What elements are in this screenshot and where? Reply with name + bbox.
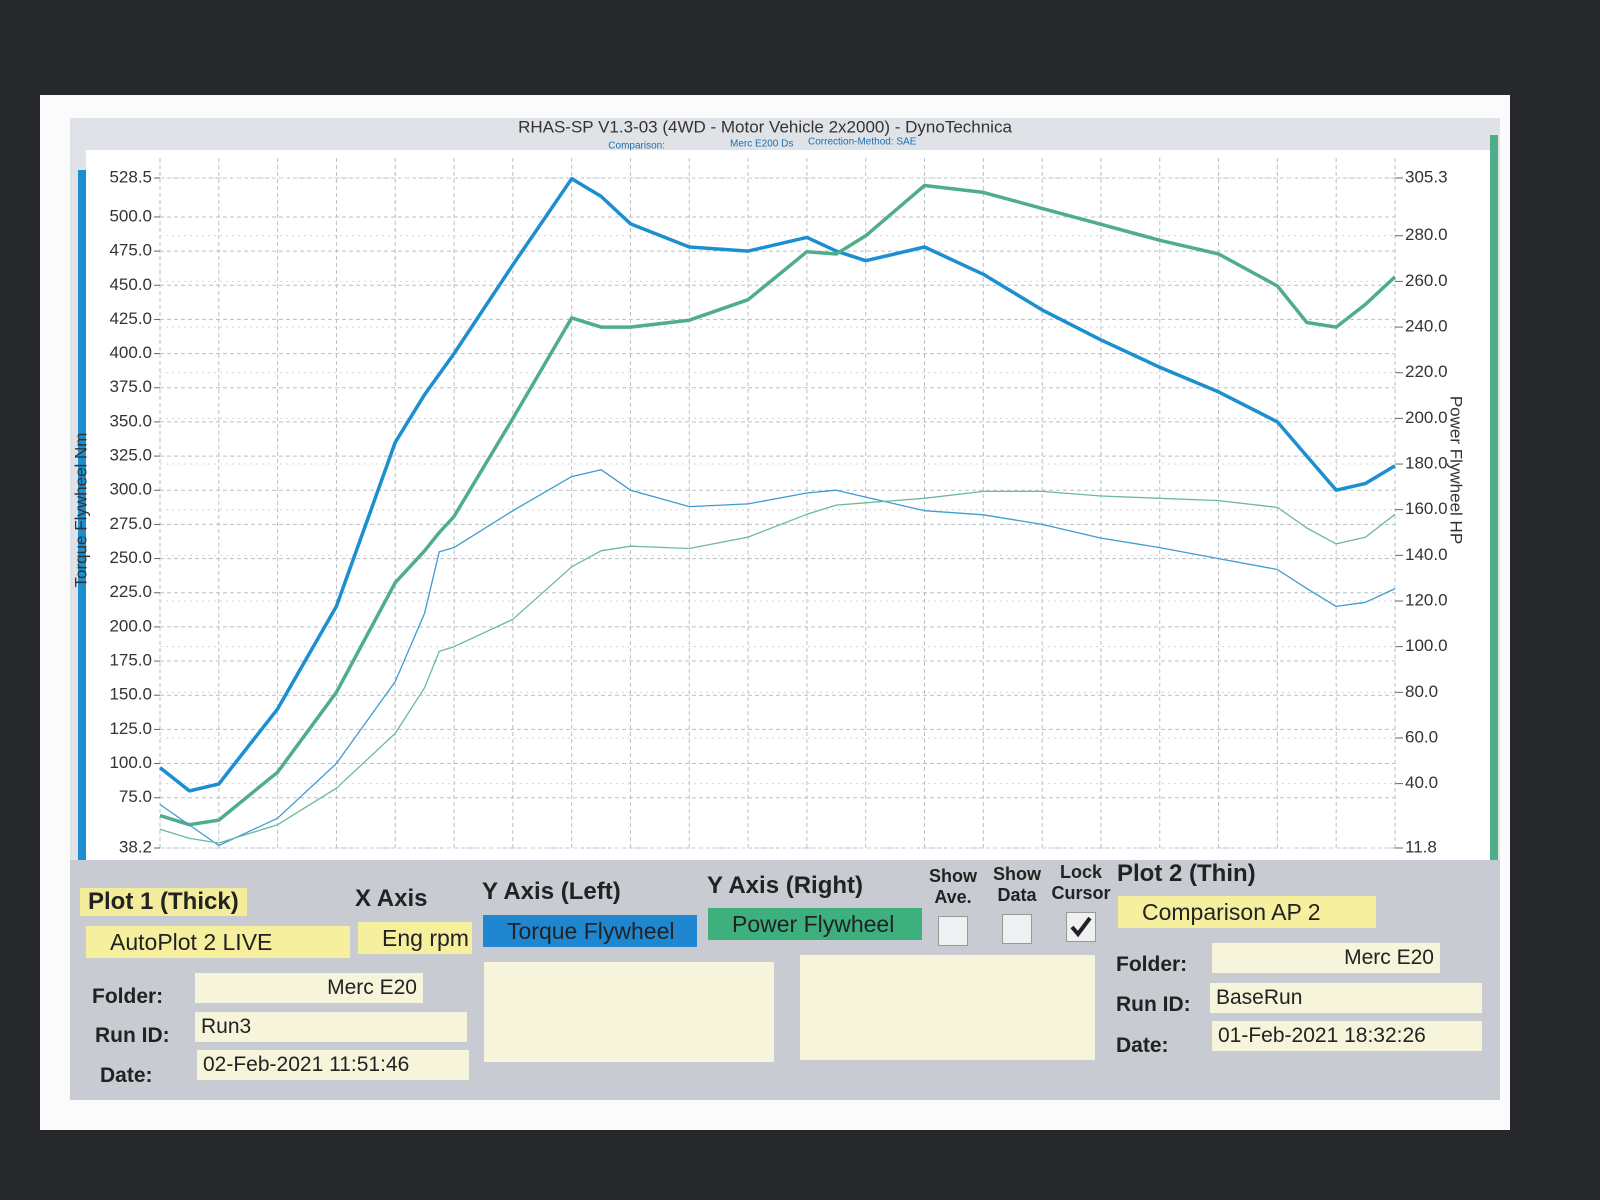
date-label: Date:: [1116, 1034, 1169, 1057]
y-tick-label: 38.2: [119, 837, 152, 856]
y-tick-label: 350.0: [109, 411, 152, 430]
folder-field: Merc E20: [1212, 943, 1440, 973]
y2-tick-label: 11.8: [1405, 837, 1437, 856]
checkbox[interactable]: [1002, 914, 1032, 944]
y-tick-label: 250.0: [109, 548, 152, 567]
info-box: [484, 962, 774, 1062]
comparison-label: Comparison:: [608, 141, 665, 152]
series-line: [159, 469, 1396, 847]
y2-tick-label: 200.0: [1405, 408, 1448, 427]
y2-tick-label: 305.3: [1405, 167, 1448, 186]
y2-tick-label: 160.0: [1405, 499, 1448, 518]
y-left-heading: Y Axis (Left): [482, 878, 621, 905]
y-tick-label: 425.0: [109, 309, 152, 328]
plot-background: [86, 150, 1490, 875]
plot1-source[interactable]: AutoPlot 2 LIVE: [86, 926, 350, 958]
y2-tick-label: 140.0: [1405, 545, 1448, 564]
checkbox[interactable]: [1066, 912, 1096, 942]
y-tick-label: 100.0: [109, 753, 152, 772]
y2-tick-label: 80.0: [1405, 682, 1438, 701]
y2-tick-label: 260.0: [1405, 271, 1448, 290]
plot1-heading: Plot 1 (Thick): [80, 888, 247, 916]
run-field: BaseRun: [1210, 983, 1482, 1013]
y-right-select[interactable]: Power Flywheel: [708, 908, 922, 940]
x-axis-select[interactable]: Eng rpm: [358, 922, 472, 954]
y2-tick-label: 280.0: [1405, 225, 1448, 244]
run-label: Run ID:: [95, 1024, 170, 1047]
y2-tick-label: 220.0: [1405, 362, 1448, 381]
plot2-heading: Plot 2 (Thin): [1117, 860, 1256, 887]
y-tick-label: 150.0: [109, 685, 152, 704]
y-tick-label: 275.0: [109, 514, 152, 533]
y-tick-label: 125.0: [109, 719, 152, 738]
y-tick-label: 475.0: [109, 241, 152, 260]
y-tick-label: 225.0: [109, 582, 152, 601]
y2-tick-label: 240.0: [1405, 317, 1448, 336]
y2-tick-label: 60.0: [1405, 727, 1438, 746]
y-tick-label: 175.0: [109, 651, 152, 670]
date-field: 02-Feb-2021 11:51:46: [197, 1050, 469, 1080]
checkbox-label: Show Ave.: [929, 866, 977, 907]
series-line: [158, 176, 1396, 793]
y-right-heading: Y Axis (Right): [707, 872, 864, 899]
checkbox[interactable]: [938, 916, 968, 946]
date-label: Date:: [100, 1064, 153, 1087]
y-left-select[interactable]: Torque Flywheel: [483, 915, 697, 947]
y-tick-label: 375.0: [109, 377, 152, 396]
y-tick-label: 528.5: [109, 167, 152, 186]
folder-field: Merc E20: [195, 973, 423, 1003]
y2-tick-label: 40.0: [1405, 773, 1438, 792]
y-tick-label: 300.0: [109, 480, 152, 499]
y2-tick-label: 120.0: [1405, 590, 1448, 609]
y-tick-label: 325.0: [109, 446, 152, 465]
correction-method: Correction-Method: SAE: [808, 137, 917, 148]
y-axis-label: Torque Flywheel Nm: [71, 433, 90, 588]
info-box: [800, 955, 1095, 1060]
series-line: [159, 490, 1396, 844]
y2-tick-label: 100.0: [1405, 636, 1448, 655]
y2-tick-label: 180.0: [1405, 454, 1448, 473]
comparison-name: Merc E200 Ds: [730, 139, 793, 150]
series-line: [159, 183, 1397, 827]
y-tick-label: 200.0: [109, 616, 152, 635]
folder-label: Folder:: [92, 985, 164, 1008]
right-axis-bar: [1490, 135, 1498, 875]
y-tick-label: 400.0: [109, 343, 152, 362]
date-field: 01-Feb-2021 18:32:26: [1212, 1021, 1482, 1051]
checkbox-label: Lock Cursor: [1051, 862, 1111, 903]
chart-title: RHAS-SP V1.3-03 (4WD - Motor Vehicle 2x2…: [518, 117, 1012, 136]
y2-axis-label: Power Flywheel HP: [1447, 396, 1466, 544]
y-tick-label: 450.0: [109, 275, 152, 294]
plot2-source[interactable]: Comparison AP 2: [1118, 896, 1376, 928]
x-axis-heading: X Axis: [355, 885, 428, 912]
y-tick-label: 75.0: [119, 787, 152, 806]
run-label: Run ID:: [1116, 993, 1191, 1016]
checkbox-label: Show Data: [993, 864, 1041, 905]
y-tick-label: 500.0: [109, 206, 152, 225]
left-axis-bar: [78, 170, 86, 875]
folder-label: Folder:: [1116, 953, 1188, 976]
run-field: Run3: [195, 1012, 467, 1042]
check-mark: [1070, 916, 1092, 938]
